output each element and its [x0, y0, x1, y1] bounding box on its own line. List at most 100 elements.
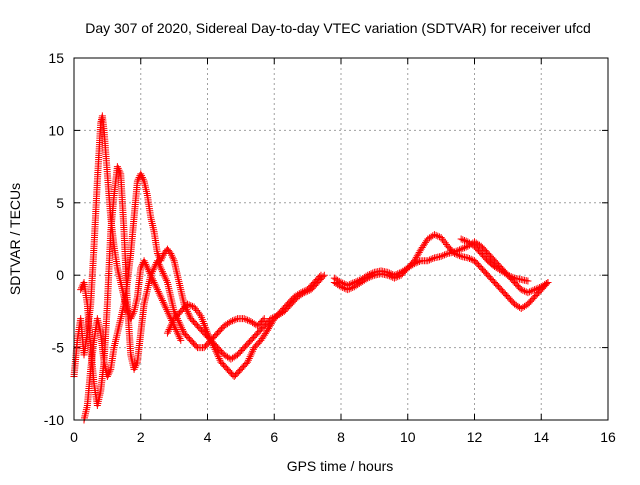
data-point [154, 287, 162, 295]
data-point [350, 278, 358, 286]
data-point [205, 333, 213, 341]
data-point [211, 345, 219, 353]
data-point [138, 172, 146, 180]
data-point [150, 264, 158, 272]
data-point [164, 309, 172, 317]
data-point [542, 280, 550, 288]
chart-title: Day 307 of 2020, Sidereal Day-to-day VTE… [85, 20, 591, 36]
y-tick-label: 10 [48, 122, 64, 138]
data-point [369, 269, 377, 277]
data-point [183, 300, 191, 308]
data-point [177, 336, 185, 344]
data-point [395, 269, 403, 277]
data-point [392, 270, 400, 278]
data-point [133, 177, 141, 185]
y-tick-label: 0 [56, 267, 64, 283]
data-point [245, 354, 253, 362]
data-point [148, 269, 156, 277]
data-point [244, 356, 252, 364]
data-point [519, 286, 527, 294]
data-point [113, 163, 121, 171]
data-point [104, 371, 112, 379]
data-point [339, 279, 347, 287]
data-point [460, 236, 468, 244]
data-point [502, 270, 510, 278]
data-point [385, 269, 393, 277]
data-point [229, 317, 237, 325]
data-point [316, 273, 324, 281]
data-point [148, 268, 156, 276]
data-point [143, 262, 151, 270]
series-arc-2 [77, 163, 268, 410]
data-point [195, 310, 203, 318]
data-point [158, 295, 166, 303]
data-point [173, 327, 181, 335]
data-point [116, 168, 124, 176]
data-point [317, 271, 325, 279]
data-point [137, 170, 145, 178]
data-point [347, 280, 355, 288]
data-point [160, 300, 168, 308]
data-point [158, 253, 166, 261]
data-point [349, 279, 357, 287]
data-point [161, 273, 169, 281]
x-tick-label: 12 [467, 429, 483, 445]
data-point [178, 326, 186, 333]
data-point [384, 268, 392, 276]
data-point [429, 255, 437, 263]
data-point [161, 302, 169, 310]
plot-frame [73, 57, 609, 421]
data-point [459, 244, 467, 252]
data-point [167, 249, 175, 257]
data-point [138, 173, 146, 181]
y-tick-label: 5 [56, 195, 64, 211]
data-point [103, 373, 111, 381]
data-point [544, 278, 552, 286]
data-point [160, 271, 168, 279]
data-point [214, 353, 222, 361]
data-point [240, 315, 248, 323]
data-point [208, 338, 216, 346]
data-point [529, 286, 537, 294]
data-point [440, 251, 448, 259]
data-point [78, 284, 86, 292]
data-point [115, 166, 123, 174]
data-point [207, 336, 215, 344]
data-point [532, 285, 540, 293]
data-point [354, 277, 362, 285]
data-point [457, 245, 465, 253]
data-point [133, 360, 141, 368]
data-point [427, 255, 435, 263]
data-point [114, 164, 122, 172]
data-point [176, 320, 184, 328]
data-point [536, 284, 544, 292]
data-point [163, 307, 171, 315]
data-point [295, 290, 303, 298]
data-point [183, 307, 191, 315]
data-point [185, 301, 193, 309]
data-point [174, 331, 182, 339]
data-point [297, 289, 305, 297]
y-tick-label: -10 [44, 412, 64, 428]
data-point [465, 255, 473, 263]
data-point [506, 272, 514, 280]
data-point [168, 318, 176, 326]
data-point [165, 326, 173, 333]
data-point [414, 258, 422, 266]
data-point [209, 342, 217, 350]
data-point [457, 235, 465, 243]
data-point [209, 340, 217, 348]
data-point [335, 277, 343, 285]
data-point [246, 353, 254, 361]
data-point [131, 364, 139, 372]
data-point [215, 354, 223, 362]
data-point [462, 237, 470, 245]
data-point [214, 351, 222, 359]
data-point [337, 278, 345, 286]
data-point [156, 291, 164, 299]
data-point [142, 260, 150, 268]
data-point [178, 324, 186, 332]
data-point [163, 277, 171, 285]
data-point [260, 315, 268, 323]
x-axis-label: GPS time / hours [287, 458, 394, 474]
